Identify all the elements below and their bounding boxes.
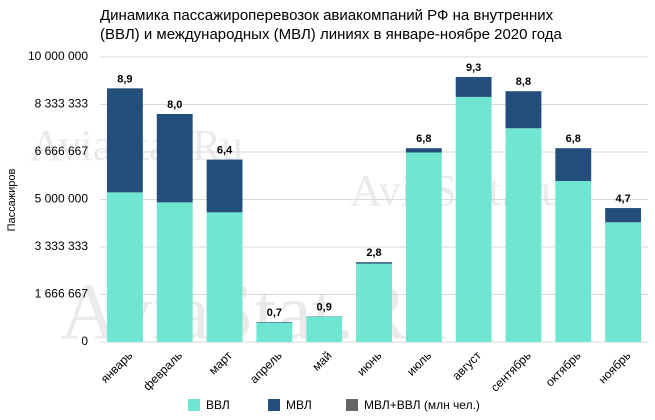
legend-swatch bbox=[268, 399, 280, 411]
bar-segment bbox=[405, 152, 442, 342]
bar-segment bbox=[505, 91, 542, 129]
bar-segment bbox=[206, 212, 243, 342]
bar-segment bbox=[505, 128, 542, 342]
bar-segment bbox=[156, 114, 193, 203]
bar-segment bbox=[356, 262, 392, 264]
bar-segment bbox=[256, 322, 293, 342]
bar-segment bbox=[306, 316, 343, 342]
data-label: 6,8 bbox=[416, 133, 431, 145]
y-tick-label: 10 000 000 bbox=[28, 49, 88, 63]
y-axis-label: Пассажиров bbox=[6, 168, 18, 231]
data-label: 0,9 bbox=[317, 301, 332, 313]
x-tick-label: октябрь bbox=[543, 348, 584, 389]
data-label: 6,4 bbox=[217, 145, 233, 157]
y-tick-label: 3 333 333 bbox=[35, 239, 89, 253]
y-tick-label: 6 666 667 bbox=[35, 144, 89, 158]
y-tick-label: 0 bbox=[81, 334, 88, 348]
data-label: 8,0 bbox=[167, 99, 182, 111]
bar-segment bbox=[356, 263, 392, 342]
chart-title: Динамика пассажироперевозок авиакомпаний… bbox=[100, 7, 554, 24]
legend-swatch bbox=[188, 399, 200, 411]
legend-label: МВЛ+ВВЛ (млн чел.) bbox=[364, 398, 480, 412]
y-tick-label: 8 333 333 bbox=[35, 97, 89, 111]
data-label: 6,8 bbox=[566, 133, 581, 145]
bar-segment bbox=[605, 208, 642, 223]
bar-segment bbox=[605, 222, 642, 342]
bar-segment bbox=[555, 148, 592, 181]
x-tick-label: август bbox=[449, 348, 484, 383]
legend-label: ВВЛ bbox=[206, 398, 230, 412]
data-label: 9,3 bbox=[466, 62, 481, 74]
bar-segment bbox=[156, 202, 193, 342]
data-label: 8,9 bbox=[117, 73, 132, 85]
y-tick-label: 5 000 000 bbox=[35, 192, 89, 206]
y-tick-label: 1 666 667 bbox=[35, 287, 89, 301]
bar-segment bbox=[455, 96, 492, 343]
bar-segment bbox=[106, 192, 143, 342]
legend-label: МВЛ bbox=[286, 398, 312, 412]
data-label: 4,7 bbox=[615, 193, 630, 205]
data-label: 8,8 bbox=[516, 76, 531, 88]
chart-title: (ВВЛ) и международных (МВЛ) линиях в янв… bbox=[100, 26, 563, 43]
bar-segment bbox=[206, 159, 243, 213]
legend-swatch bbox=[346, 399, 358, 411]
bar-segment bbox=[455, 76, 492, 97]
bar-segment bbox=[555, 180, 592, 342]
bar-segment bbox=[256, 322, 293, 323]
x-tick-label: сентябрь bbox=[488, 348, 534, 394]
data-label: 2,8 bbox=[366, 247, 381, 259]
x-tick-label: ноябрь bbox=[596, 348, 634, 386]
data-label: 0,7 bbox=[267, 307, 282, 319]
bar-segment bbox=[405, 148, 442, 153]
bar-segment bbox=[106, 88, 143, 193]
